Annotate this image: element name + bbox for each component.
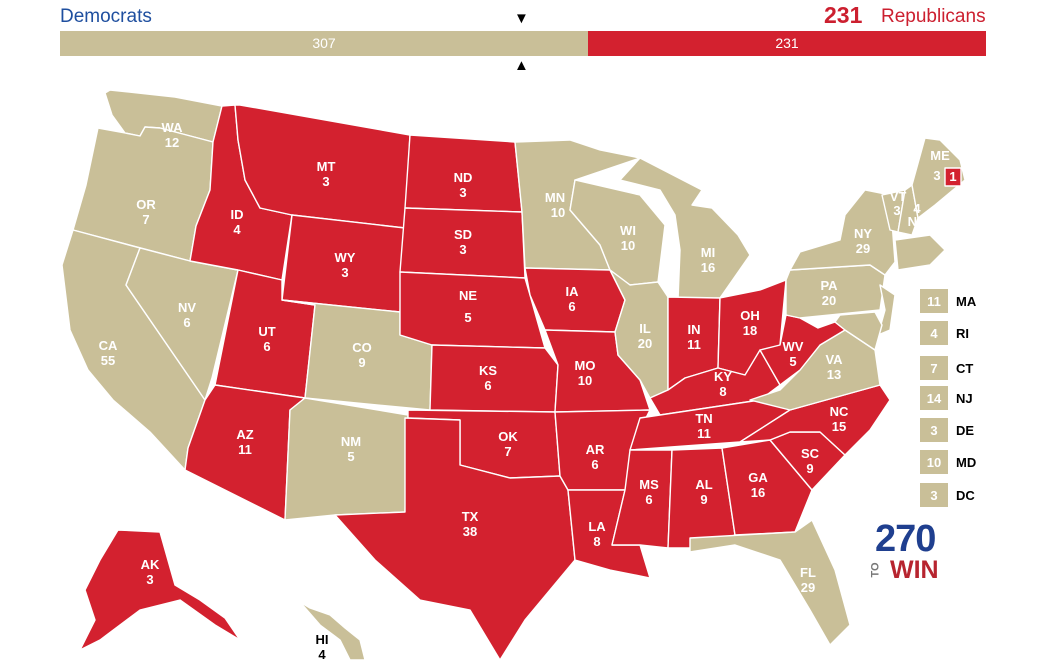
state-NJ-shape[interactable] bbox=[877, 284, 896, 336]
label-NY: NY 29 bbox=[854, 226, 872, 256]
tally-header: Democrats 231 Republicans ▼ 307 231 ▲ bbox=[0, 0, 1050, 80]
label-OH: OH 18 bbox=[740, 308, 760, 338]
small-state-RI[interactable]: 4 RI bbox=[920, 320, 969, 346]
state-FL[interactable] bbox=[689, 519, 851, 646]
small-state-abbr: RI bbox=[956, 325, 969, 341]
small-state-ev-box[interactable]: 4 bbox=[920, 321, 948, 345]
label-NH-ev: 4 bbox=[913, 201, 921, 216]
label-NH: NH bbox=[908, 214, 927, 229]
bar-democrats: 307 bbox=[60, 31, 588, 56]
label-MO: MO 10 bbox=[575, 358, 596, 388]
small-state-ev-box[interactable]: 7 bbox=[920, 356, 948, 380]
logo-number: 270 bbox=[875, 518, 936, 560]
label-IL: IL 20 bbox=[638, 321, 652, 351]
bar-republicans: 231 bbox=[588, 31, 986, 56]
label-VA: VA 13 bbox=[825, 352, 843, 382]
label-KS: KS 6 bbox=[479, 363, 497, 393]
democrats-label: Democrats bbox=[60, 6, 152, 27]
label-SC: SC 9 bbox=[801, 446, 820, 476]
small-state-DC[interactable]: 3 DC bbox=[920, 482, 975, 508]
small-state-MD[interactable]: 10 MD bbox=[920, 449, 976, 475]
small-state-abbr: DC bbox=[956, 487, 975, 503]
label-AZ: AZ 11 bbox=[236, 427, 253, 457]
label-PA: PA 20 bbox=[820, 278, 838, 308]
label-NC: NC 15 bbox=[830, 404, 849, 434]
270towin-logo[interactable]: 270 TO WIN bbox=[870, 518, 950, 586]
label-WY: WY 3 bbox=[335, 250, 356, 280]
label-IN: IN 11 bbox=[687, 322, 701, 352]
small-state-NJ[interactable]: 14 NJ bbox=[920, 385, 973, 411]
label-HI: HI 4 bbox=[316, 632, 329, 662]
label-LA: LA 8 bbox=[588, 519, 606, 549]
label-ME-district-ev: 1 bbox=[949, 169, 956, 184]
threshold-marker-down-icon: ▼ bbox=[514, 10, 529, 27]
state-NE[interactable] bbox=[399, 271, 546, 349]
label-NM: NM 5 bbox=[341, 434, 361, 464]
small-state-abbr: CT bbox=[956, 360, 974, 376]
label-ND: ND 3 bbox=[454, 170, 473, 200]
label-TN: TN 11 bbox=[695, 411, 712, 441]
state-DE-MD-shape[interactable] bbox=[834, 311, 883, 351]
label-AR: AR 6 bbox=[586, 442, 605, 472]
label-SD: SD 3 bbox=[454, 227, 472, 257]
label-ME: ME 3 bbox=[930, 148, 950, 183]
small-state-CT[interactable]: 7 CT bbox=[920, 355, 973, 381]
label-IA: IA 6 bbox=[566, 284, 580, 314]
state-HI[interactable] bbox=[299, 601, 366, 661]
label-MI: MI 16 bbox=[701, 245, 715, 275]
state-TX[interactable] bbox=[334, 417, 576, 661]
label-UT: UT 6 bbox=[258, 324, 275, 354]
label-VT: VT 3 bbox=[890, 189, 907, 218]
state-NY[interactable] bbox=[789, 189, 896, 276]
label-NV: NV 6 bbox=[178, 300, 196, 330]
small-state-abbr: NJ bbox=[956, 390, 973, 406]
label-MN: MN 10 bbox=[545, 190, 565, 220]
small-state-DE[interactable]: 3 DE bbox=[920, 417, 974, 443]
label-WA: WA 12 bbox=[162, 120, 184, 150]
state-ME[interactable] bbox=[911, 137, 966, 219]
state-AK[interactable] bbox=[79, 529, 241, 651]
threshold-marker-up-icon: ▲ bbox=[514, 57, 529, 74]
state-ME-district[interactable] bbox=[944, 167, 962, 187]
small-state-MA[interactable]: 11 MA bbox=[920, 288, 976, 314]
label-FL: FL 29 bbox=[800, 565, 816, 595]
label-NE: NE 5 bbox=[459, 288, 477, 325]
label-GA: GA 16 bbox=[748, 470, 768, 500]
label-KY: KY 8 bbox=[714, 369, 732, 399]
small-state-ev-box[interactable]: 3 bbox=[920, 418, 948, 442]
small-state-ev-box[interactable]: 14 bbox=[920, 386, 948, 410]
logo-win: WIN bbox=[890, 556, 939, 584]
electoral-vote-bar: 307 231 bbox=[60, 31, 986, 56]
state-KS[interactable] bbox=[429, 344, 559, 413]
logo-to: TO bbox=[869, 562, 882, 578]
label-MS: MS 6 bbox=[639, 477, 659, 507]
republicans-label: Republicans bbox=[881, 6, 986, 27]
state-NH[interactable] bbox=[897, 184, 919, 236]
label-WI: WI 10 bbox=[620, 223, 636, 253]
small-state-abbr: DE bbox=[956, 422, 975, 438]
small-state-abbr: MD bbox=[956, 454, 977, 470]
label-OK: OK 7 bbox=[498, 429, 518, 459]
small-state-abbr: MA bbox=[956, 293, 977, 309]
label-WV: WV 5 bbox=[783, 339, 804, 369]
label-TX: TX 38 bbox=[462, 509, 479, 539]
label-OR: OR 7 bbox=[136, 197, 156, 227]
small-state-ev-box[interactable]: 10 bbox=[920, 450, 948, 474]
republicans-count: 231 bbox=[824, 2, 863, 28]
small-state-ev-box[interactable]: 3 bbox=[920, 483, 948, 507]
label-MT: MT 3 bbox=[317, 159, 336, 189]
label-AL: AL 9 bbox=[695, 477, 712, 507]
label-AK: AK 3 bbox=[141, 557, 160, 587]
label-CA: CA 55 bbox=[99, 338, 118, 368]
state-SNE-shape[interactable] bbox=[894, 234, 946, 271]
label-ID: ID 4 bbox=[231, 207, 244, 237]
small-state-ev-box[interactable]: 11 bbox=[920, 289, 948, 313]
label-CO: CO 9 bbox=[352, 340, 372, 370]
